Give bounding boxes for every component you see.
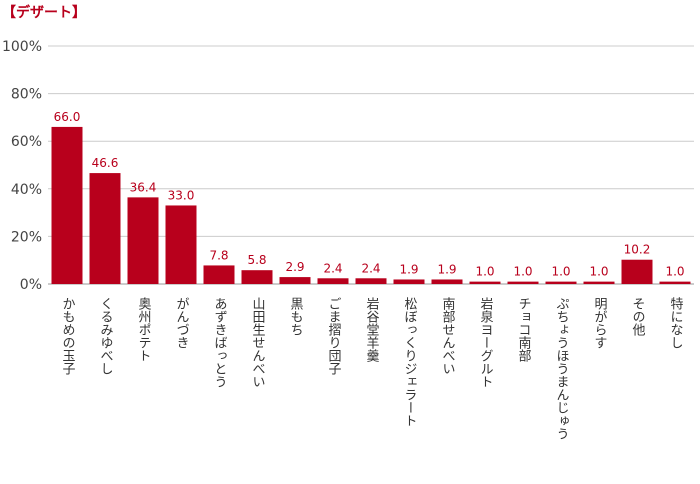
bar-value-label: 46.6 bbox=[92, 156, 119, 170]
y-tick-label: 80% bbox=[11, 87, 42, 103]
bar bbox=[621, 259, 653, 284]
bar bbox=[431, 279, 463, 284]
bar-value-label: 5.8 bbox=[247, 253, 266, 267]
category-label: がんづき bbox=[174, 297, 190, 349]
bar-value-label: 2.4 bbox=[361, 261, 380, 275]
bar-value-label: 1.0 bbox=[475, 265, 494, 279]
bar bbox=[583, 281, 615, 284]
category-label: 岩泉ヨーグルト bbox=[478, 297, 494, 388]
y-tick-label: 40% bbox=[11, 182, 42, 198]
y-tick-label: 100% bbox=[2, 39, 42, 55]
value-labels: 66.0 46.6 36.4 33.0 7.8 5.8 2.9 2.4 2.4 1.9 1.9 1.0… bbox=[54, 110, 685, 279]
category-label: チョコ南部 bbox=[516, 297, 532, 362]
bars bbox=[51, 126, 691, 284]
category-label: 岩谷堂羊羹 bbox=[364, 297, 380, 363]
category-label: 山田生せんべい bbox=[250, 297, 266, 388]
category-label: 黒もち bbox=[288, 297, 304, 336]
bar bbox=[203, 265, 235, 284]
category-labels: かもめの玉子 くるみゆべし 奥州ポテト がんづき あずきばっとう 山田生せんべい 黒もち ごま… bbox=[60, 296, 684, 440]
category-label: 松ぼっくりジェラート bbox=[402, 297, 418, 427]
bar-value-label: 1.0 bbox=[551, 265, 570, 279]
category-label: ごま摺り団子 bbox=[326, 297, 342, 375]
y-tick-label: 0% bbox=[20, 277, 42, 293]
bar bbox=[393, 279, 425, 284]
category-label: かもめの玉子 bbox=[60, 297, 76, 375]
bar bbox=[659, 281, 691, 284]
category-label: 明がらす bbox=[592, 297, 608, 349]
y-tick-label: 60% bbox=[11, 134, 42, 150]
bar-value-label: 1.9 bbox=[437, 262, 456, 276]
bar bbox=[355, 278, 387, 284]
bar bbox=[89, 173, 121, 284]
bar bbox=[545, 281, 577, 284]
chart-title: 【デザート】 bbox=[2, 5, 86, 21]
bar-value-label: 1.0 bbox=[665, 265, 684, 279]
bar-value-label: 1.9 bbox=[399, 262, 418, 276]
bar bbox=[507, 281, 539, 284]
bar-value-label: 2.9 bbox=[285, 260, 304, 274]
bar-value-label: 36.4 bbox=[130, 180, 157, 194]
category-label: ぷちょうほうまんじゅう bbox=[554, 297, 570, 440]
bar bbox=[241, 270, 273, 284]
bar-value-label: 33.0 bbox=[168, 188, 195, 202]
category-label: 特になし bbox=[668, 297, 684, 349]
bar-value-label: 1.0 bbox=[589, 265, 608, 279]
category-label: 奥州ポテト bbox=[136, 297, 152, 362]
category-label: その他 bbox=[630, 297, 646, 337]
bar bbox=[469, 281, 501, 284]
bar bbox=[165, 205, 197, 284]
y-axis: 0% 20% 40% 60% 80% 100% bbox=[2, 39, 42, 293]
y-tick-label: 20% bbox=[11, 229, 42, 245]
bar-value-label: 7.8 bbox=[209, 248, 228, 262]
bar-value-label: 66.0 bbox=[54, 110, 81, 124]
bar-value-label: 1.0 bbox=[513, 265, 532, 279]
bar bbox=[51, 126, 83, 284]
category-label: くるみゆべし bbox=[98, 297, 114, 375]
bar bbox=[279, 277, 311, 284]
category-label: あずきばっとう bbox=[212, 297, 227, 388]
category-label: 南部せんべい bbox=[440, 296, 456, 375]
bar bbox=[127, 197, 159, 284]
bar-value-label: 2.4 bbox=[323, 261, 342, 275]
bar-value-label: 10.2 bbox=[624, 243, 651, 257]
bar bbox=[317, 278, 349, 284]
